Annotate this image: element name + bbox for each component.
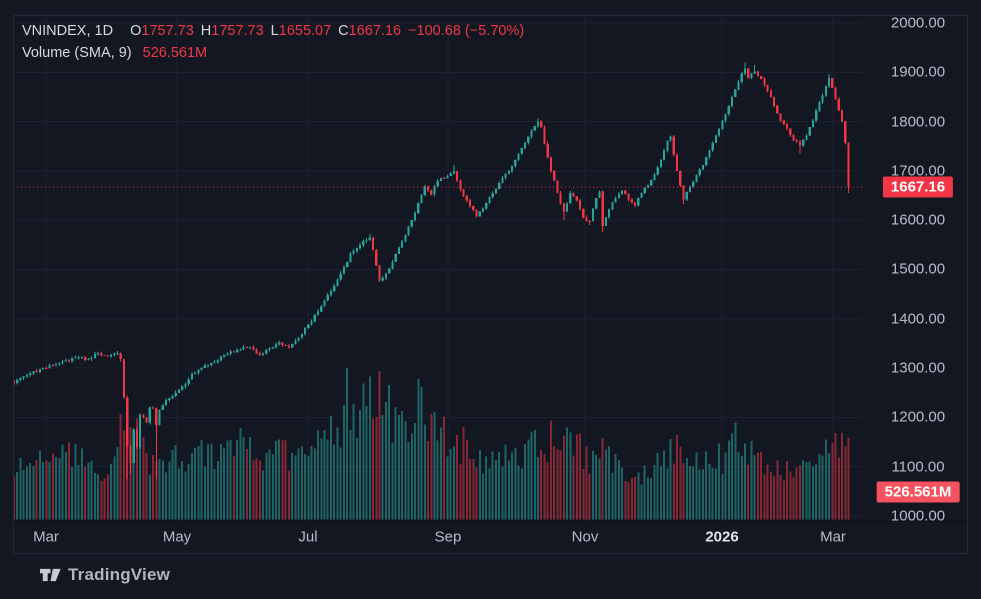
volume-legend-row[interactable]: Volume (SMA, 9) 526.561M	[22, 44, 524, 63]
brand-text: TradingView	[68, 565, 171, 584]
price-tick: 1600.00	[890, 211, 946, 229]
time-axis-separator	[13, 521, 968, 522]
low-label: L	[270, 23, 279, 39]
time-scale[interactable]: Mar May Jul Sep Nov 2026 Mar	[13, 521, 968, 553]
symbol-title: VNINDEX, 1D	[22, 23, 114, 39]
tradingview-logo-icon	[40, 567, 61, 583]
price-tick: 1700.00	[890, 162, 946, 180]
pane-border-right	[967, 15, 968, 554]
volume-sma-badge: 526.561M	[876, 481, 960, 503]
price-tick: 1200.00	[890, 408, 946, 426]
time-tick: Jul	[298, 528, 318, 546]
close-label: C	[338, 23, 349, 39]
price-tick: 1100.00	[891, 458, 945, 476]
open-value: 1757.73	[141, 23, 194, 39]
time-tick: Mar	[820, 528, 846, 546]
low-value: 1655.07	[278, 23, 332, 39]
price-tick: 1300.00	[890, 359, 946, 377]
time-tick: Sep	[434, 528, 462, 546]
high-value: 1757.73	[211, 23, 264, 39]
high-label: H	[200, 23, 212, 39]
price-tick: 1400.00	[890, 310, 946, 328]
price-tick: 1800.00	[890, 113, 946, 131]
chart-legend: VNINDEX, 1D O1757.73 H1757.73 L1655.07 C1667…	[22, 22, 524, 66]
open-label: O	[130, 23, 142, 39]
time-tick: Mar	[33, 528, 59, 546]
time-tick-year: 2026	[705, 528, 739, 546]
change-value: −100.68 (−5.70%)	[408, 23, 525, 39]
price-tick: 1500.00	[890, 260, 946, 278]
symbol-legend-row[interactable]: VNINDEX, 1D O1757.73 H1757.73 L1655.07 C1667…	[22, 22, 524, 41]
tradingview-attribution[interactable]: TradingView	[40, 565, 170, 585]
price-scale[interactable]: 2000.00 1900.00 1800.00 1700.00 1600.00 …	[862, 14, 967, 525]
time-tick: May	[162, 528, 192, 546]
close-value: 1667.16	[348, 23, 402, 39]
pane-border-top	[13, 15, 968, 16]
volume-study-label: Volume (SMA, 9)	[22, 45, 132, 61]
price-tick: 1000.00	[890, 507, 946, 525]
time-tick: Nov	[571, 528, 599, 546]
price-tick: 1900.00	[890, 63, 946, 81]
pane-border-bottom	[13, 553, 968, 554]
price-tick: 2000.00	[890, 14, 946, 32]
volume-sma-value: 526.561M	[142, 45, 208, 61]
last-price-badge: 1667.16	[882, 176, 954, 198]
pane-border-left	[13, 15, 14, 554]
